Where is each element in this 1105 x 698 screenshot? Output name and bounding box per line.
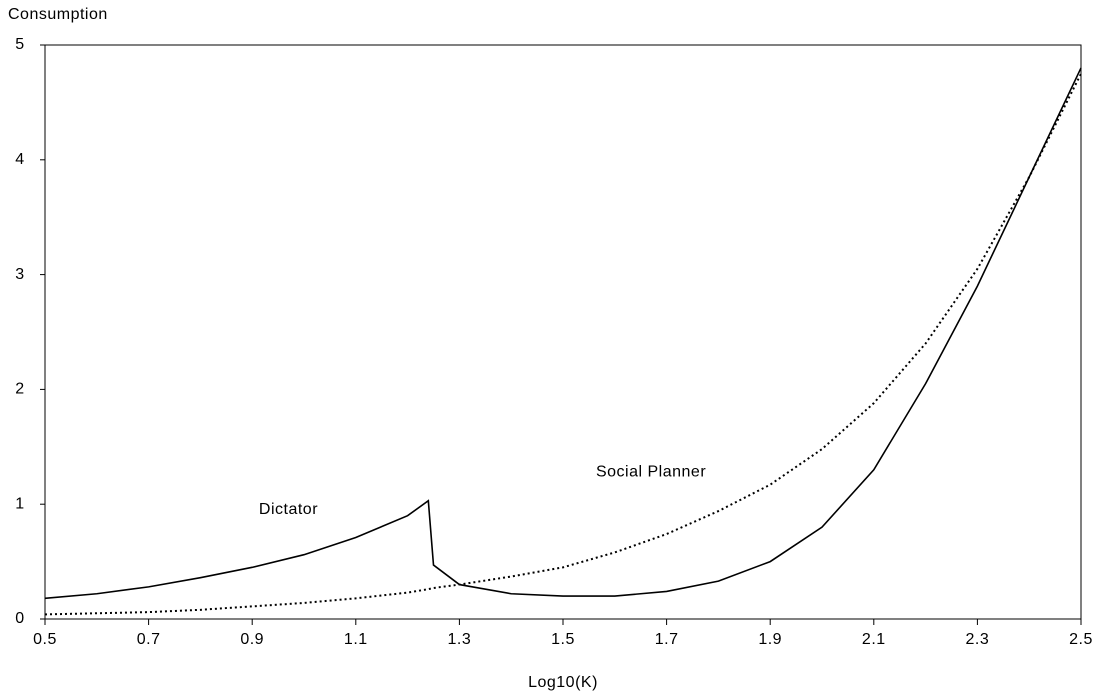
y-tick-label: 5 xyxy=(15,36,24,53)
y-tick-label: 3 xyxy=(15,266,24,283)
x-tick-label: 1.7 xyxy=(655,631,679,648)
x-tick-label: 1.5 xyxy=(551,631,575,648)
x-tick-label: 1.9 xyxy=(758,631,782,648)
series-line xyxy=(44,67,1082,600)
y-tick-label: 1 xyxy=(15,495,24,512)
x-tick-label: 2.5 xyxy=(1069,631,1093,648)
x-tick-label: 2.3 xyxy=(966,631,990,648)
y-tick-label: 0 xyxy=(15,610,24,627)
x-tick-label: 1.1 xyxy=(344,631,368,648)
y-axis-label: Consumption xyxy=(8,6,108,23)
x-tick-label: 2.1 xyxy=(862,631,886,648)
x-tick-label: 0.7 xyxy=(137,631,161,648)
series-label: Social Planner xyxy=(596,463,706,480)
y-tick-label: 2 xyxy=(15,381,24,398)
x-tick-label: 0.9 xyxy=(240,631,264,648)
x-axis-label: Log10(K) xyxy=(528,674,598,691)
x-tick-label: 0.5 xyxy=(33,631,57,648)
x-tick-label: 1.3 xyxy=(448,631,472,648)
plot-frame xyxy=(44,44,1082,620)
series-label: Dictator xyxy=(259,501,318,518)
y-tick-label: 4 xyxy=(15,151,24,168)
series-line xyxy=(44,73,1082,616)
